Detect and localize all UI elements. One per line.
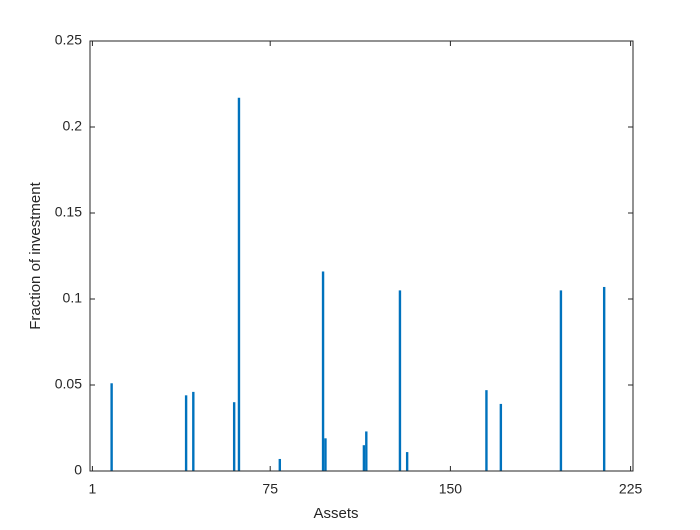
y-tick-label: 0.05 — [55, 376, 82, 392]
y-tick-label: 0.1 — [63, 290, 83, 306]
bar — [485, 390, 488, 471]
bar — [232, 402, 236, 471]
bar — [321, 271, 325, 471]
y-tick-label: 0.25 — [55, 32, 82, 48]
y-tick-label: 0 — [74, 462, 82, 478]
x-tick-label: 225 — [619, 481, 643, 497]
bar — [398, 290, 402, 471]
bar — [278, 458, 282, 471]
y-axis-label: Fraction of investment — [27, 181, 44, 329]
x-tick-label: 1 — [89, 481, 97, 497]
y-tick-label: 0.2 — [63, 118, 83, 134]
bar — [365, 431, 368, 471]
y-tick-label: 0.15 — [55, 204, 82, 220]
bar — [602, 286, 606, 471]
bar — [324, 438, 327, 471]
x-tick-label: 75 — [262, 481, 278, 497]
bar — [362, 445, 366, 471]
bar — [499, 403, 503, 471]
x-tick-label: 150 — [439, 481, 463, 497]
bar — [237, 97, 241, 471]
bar — [559, 290, 563, 471]
bar — [405, 452, 409, 471]
axes-box — [89, 40, 634, 472]
bar — [110, 383, 113, 471]
bar — [184, 395, 188, 471]
x-axis-label: Assets — [313, 505, 358, 522]
bar — [192, 391, 195, 471]
